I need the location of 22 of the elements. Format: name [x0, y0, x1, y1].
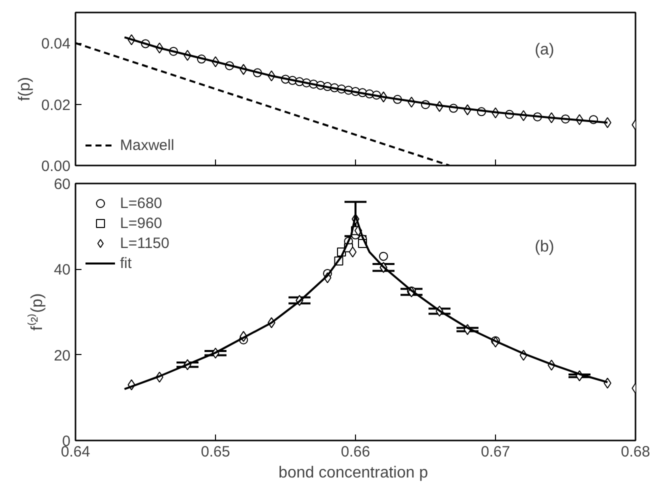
- x-tick-label: 0.68: [620, 444, 650, 460]
- annotation: (a): [534, 41, 554, 58]
- y-tick-label: 20: [54, 347, 71, 364]
- legend-label: L=680: [120, 194, 162, 212]
- x-tick-label: 0.67: [480, 444, 510, 460]
- point: [379, 252, 388, 261]
- y-axis-title: f⁽²⁾(p): [26, 293, 46, 331]
- y-tick-label: 0.04: [41, 36, 71, 53]
- y-axis-title: f(p): [16, 77, 34, 101]
- x-tick-label: 0.66: [340, 444, 370, 460]
- legend-label: fit: [120, 254, 133, 272]
- x-tick-label: 0.65: [200, 444, 230, 460]
- y-tick-label: 60: [54, 176, 71, 193]
- x-axis-title: bond concentration p: [278, 464, 428, 482]
- legend-label: Maxwell: [120, 136, 174, 154]
- y-tick-label: 0.02: [41, 96, 71, 114]
- y-tick-label: 40: [54, 262, 71, 279]
- legend-label: L=960: [120, 214, 162, 232]
- point: [348, 246, 357, 258]
- y-tick-label: 0.00: [41, 158, 71, 175]
- legend-label: L=1150: [120, 234, 170, 252]
- annotation: (b): [534, 238, 554, 256]
